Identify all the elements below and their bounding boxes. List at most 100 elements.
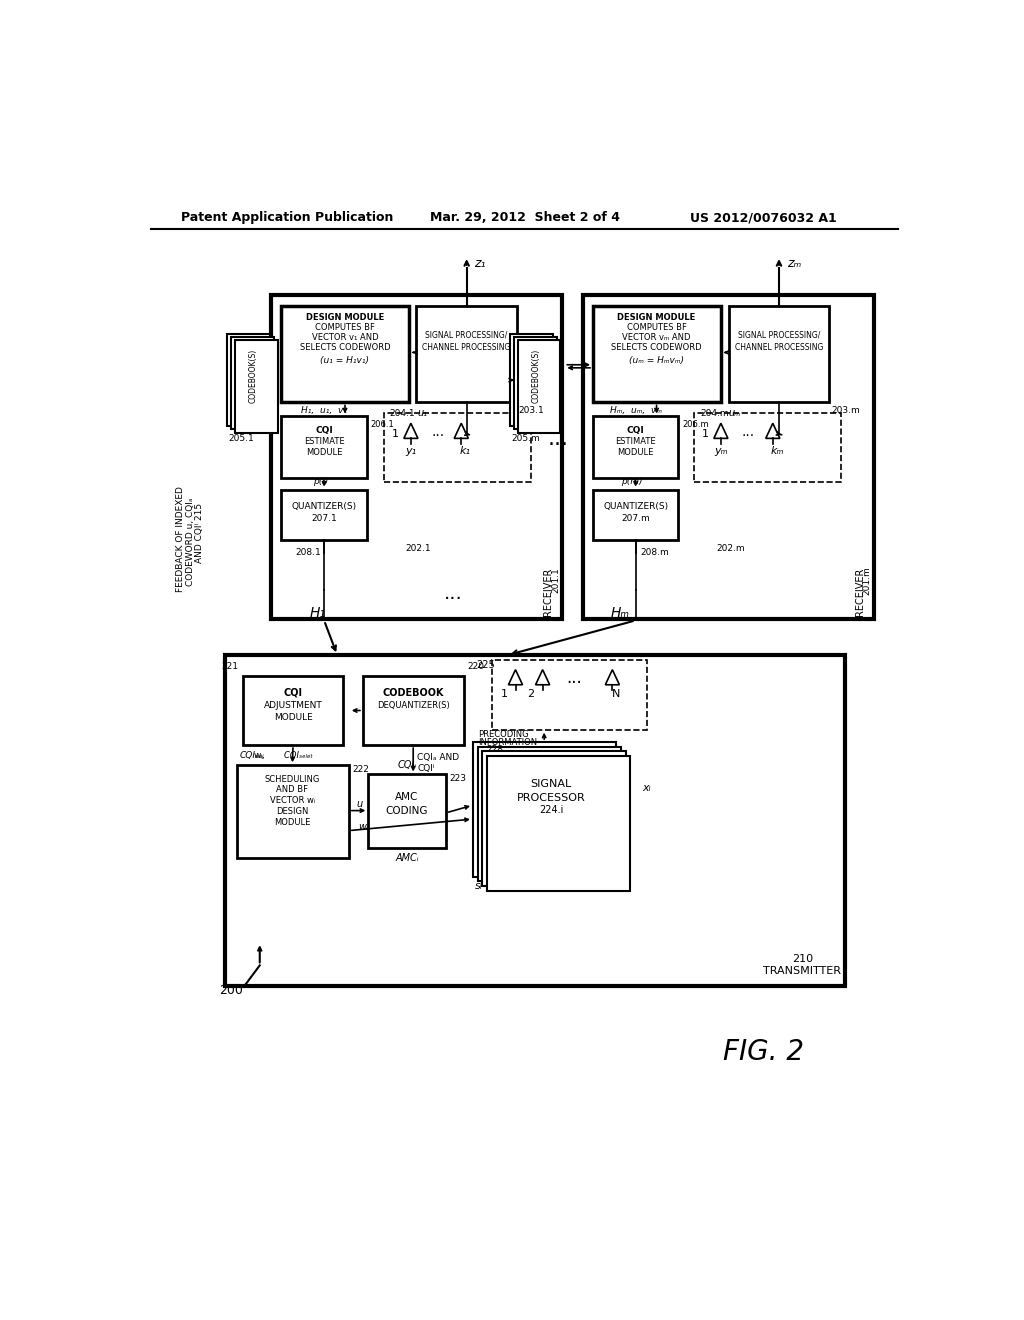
Text: wᵢ,: wᵢ,	[254, 751, 265, 760]
Text: zₘ: zₘ	[786, 257, 801, 271]
Text: QUANTIZER(S): QUANTIZER(S)	[603, 502, 669, 511]
Text: 204.1: 204.1	[389, 409, 415, 417]
Text: 1: 1	[701, 429, 709, 440]
Text: 205.1: 205.1	[228, 434, 255, 444]
Text: 203.m: 203.m	[830, 405, 860, 414]
Text: uₘ: uₘ	[729, 408, 741, 418]
Bar	[583, 296, 873, 619]
Bar	[417, 306, 517, 403]
Text: ESTIMATE: ESTIMATE	[615, 437, 656, 446]
Text: 201.m: 201.m	[863, 566, 871, 595]
Bar	[473, 742, 616, 876]
Text: CQIⁱ: CQIⁱ	[417, 764, 434, 772]
Text: (u₁ = H₁v₁): (u₁ = H₁v₁)	[321, 355, 370, 364]
Text: CQI: CQI	[627, 426, 644, 434]
Text: 202.m: 202.m	[717, 544, 745, 553]
Text: AND BF: AND BF	[276, 785, 308, 795]
Bar	[225, 655, 845, 986]
Text: ...: ...	[444, 583, 463, 603]
Text: 225: 225	[477, 660, 496, 671]
Text: SIGNAL PROCESSING/: SIGNAL PROCESSING/	[426, 331, 508, 341]
Text: INFORMATION: INFORMATION	[478, 738, 538, 747]
Bar	[729, 306, 829, 403]
Text: COMPUTES BF: COMPUTES BF	[315, 322, 375, 331]
Text: 207.1: 207.1	[311, 515, 337, 523]
Text: ...: ...	[565, 669, 582, 688]
Text: CODEBOOK(S): CODEBOOK(S)	[531, 350, 540, 404]
Bar	[693, 413, 841, 482]
Bar	[362, 676, 464, 744]
Text: CQIₐₐⱼ: CQIₐₐⱼ	[240, 751, 264, 760]
Text: AND CQIⁱ 215: AND CQIⁱ 215	[195, 503, 204, 564]
Text: Hₘ: Hₘ	[610, 606, 630, 619]
Text: MODULE: MODULE	[617, 447, 653, 457]
Text: CQI: CQI	[284, 688, 302, 698]
Text: kₘ: kₘ	[771, 446, 784, 455]
Text: VECTOR vₘ AND: VECTOR vₘ AND	[623, 333, 691, 342]
Text: wᵢ: wᵢ	[358, 822, 368, 832]
Text: CODING: CODING	[386, 807, 428, 816]
Text: MODULE: MODULE	[306, 447, 342, 457]
Text: AMCᵢ: AMCᵢ	[395, 853, 419, 862]
Text: sᵢ: sᵢ	[475, 880, 483, 891]
Text: 1: 1	[501, 689, 507, 698]
Text: 210: 210	[792, 954, 813, 964]
Text: CODEWORD u, CQIₐ: CODEWORD u, CQIₐ	[185, 498, 195, 586]
Text: H₁,  u₁,  v₁: H₁, u₁, v₁	[301, 405, 347, 414]
Text: k₁: k₁	[460, 446, 471, 455]
Bar	[384, 413, 531, 482]
Text: xᵢ: xᵢ	[642, 783, 651, 793]
Bar	[518, 341, 560, 433]
Text: 2: 2	[527, 689, 535, 698]
Text: US 2012/0076032 A1: US 2012/0076032 A1	[690, 211, 837, 224]
Text: 201.1: 201.1	[551, 568, 560, 593]
Text: RECEIVER: RECEIVER	[543, 568, 553, 616]
Bar	[227, 334, 270, 426]
Text: PROCESSOR: PROCESSOR	[517, 793, 586, 804]
Bar	[486, 756, 630, 891]
Text: CQIₛₑₗₑ⁣ₜ: CQIₛₑₗₑ⁣ₜ	[284, 751, 313, 760]
Text: DESIGN MODULE: DESIGN MODULE	[617, 313, 695, 322]
Text: AMC: AMC	[395, 792, 419, 803]
Text: TRANSMITTER: TRANSMITTER	[763, 966, 842, 975]
Text: SCHEDULING: SCHEDULING	[264, 775, 319, 784]
Bar	[593, 416, 678, 478]
Text: 206.1: 206.1	[371, 420, 394, 429]
Text: ESTIMATE: ESTIMATE	[304, 437, 344, 446]
Text: CQI: CQI	[315, 426, 333, 434]
Text: Hₘ,  uₘ,  vₘ: Hₘ, uₘ, vₘ	[609, 405, 662, 414]
Text: FIG. 2: FIG. 2	[723, 1038, 804, 1065]
Text: CHANNEL PROCESSING: CHANNEL PROCESSING	[423, 343, 511, 351]
Text: 222: 222	[352, 764, 370, 774]
Text: DESIGN: DESIGN	[276, 807, 308, 816]
Bar	[477, 747, 621, 882]
Text: CODEBOOK: CODEBOOK	[382, 688, 444, 698]
Text: ADJUSTMENT: ADJUSTMENT	[264, 701, 323, 710]
Bar	[282, 416, 367, 478]
Text: CHANNEL PROCESSING: CHANNEL PROCESSING	[735, 343, 823, 351]
Text: SELECTS CODEWORD: SELECTS CODEWORD	[300, 343, 390, 351]
Text: DESIGN MODULE: DESIGN MODULE	[306, 313, 384, 322]
Bar	[593, 490, 678, 540]
Text: 223: 223	[450, 774, 467, 783]
Text: SIGNAL: SIGNAL	[530, 779, 571, 789]
Text: MODULE: MODULE	[274, 817, 310, 826]
Text: SIGNAL PROCESSING/: SIGNAL PROCESSING/	[738, 331, 820, 341]
Bar	[482, 751, 626, 886]
Text: 207.m: 207.m	[622, 515, 650, 523]
Text: VECTOR v₁ AND: VECTOR v₁ AND	[311, 333, 378, 342]
Text: VECTOR wᵢ: VECTOR wᵢ	[269, 796, 315, 805]
Text: 224.i: 224.i	[539, 805, 563, 814]
Bar	[369, 775, 445, 847]
Bar	[231, 337, 273, 429]
Text: 202.1: 202.1	[406, 544, 431, 553]
Text: 208.m: 208.m	[641, 548, 670, 557]
Text: p(i): p(i)	[312, 478, 328, 486]
Text: 204.m: 204.m	[700, 409, 729, 417]
Text: p(m): p(m)	[621, 478, 642, 486]
Text: QUANTIZER(S): QUANTIZER(S)	[292, 502, 356, 511]
Text: COMPUTES BF: COMPUTES BF	[627, 322, 686, 331]
Text: N: N	[612, 689, 621, 698]
Text: Mar. 29, 2012  Sheet 2 of 4: Mar. 29, 2012 Sheet 2 of 4	[430, 211, 620, 224]
Text: z₁: z₁	[474, 257, 486, 271]
